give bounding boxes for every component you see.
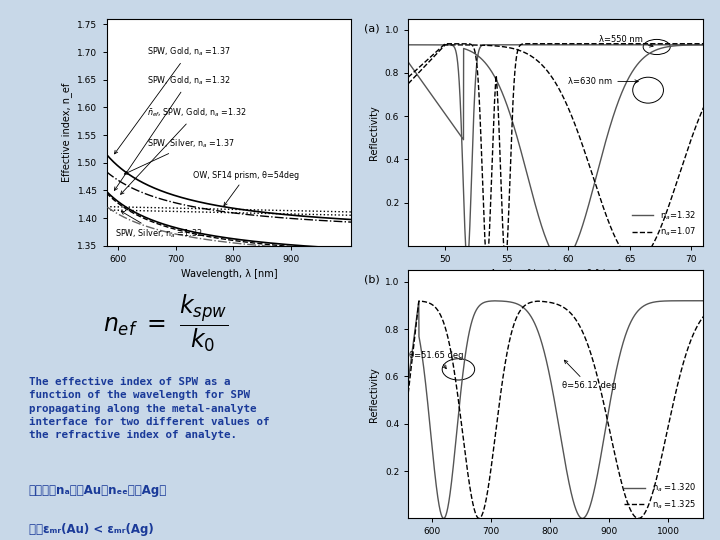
Text: $\bar{n}_{ef}$, SPW, Gold, n$_a$ =1.32: $\bar{n}_{ef}$, SPW, Gold, n$_a$ =1.32: [121, 107, 246, 194]
Text: λ=550 nm: λ=550 nm: [599, 35, 653, 47]
Text: θ=51.65 deg: θ=51.65 deg: [410, 350, 464, 369]
Y-axis label: Effective index, n_ef: Effective index, n_ef: [61, 83, 72, 182]
Text: SPW, Silver, n$_a$ =1.32: SPW, Silver, n$_a$ =1.32: [115, 211, 203, 240]
Text: 因為εₘᵣ(Au) < εₘᵣ(Ag): 因為εₘᵣ(Au) < εₘᵣ(Ag): [29, 523, 153, 536]
Text: λ=630 nm: λ=630 nm: [568, 77, 638, 86]
Text: (a): (a): [364, 23, 379, 33]
Text: $\boldsymbol{n_{ef}}\ =\ \dfrac{\boldsymbol{k_{spw}}}{\boldsymbol{k_0}}$: $\boldsymbol{n_{ef}}\ =\ \dfrac{\boldsym…: [103, 293, 228, 354]
Text: 在相同的nₐ下，Au的nₑₑ都比Ag高: 在相同的nₐ下，Au的nₑₑ都比Ag高: [29, 484, 167, 497]
Y-axis label: Reflectivity: Reflectivity: [369, 105, 379, 160]
X-axis label: Wavelength, λ [nm]: Wavelength, λ [nm]: [181, 269, 277, 279]
Text: SPW, Silver, n$_a$ =1.37: SPW, Silver, n$_a$ =1.37: [125, 137, 235, 174]
X-axis label: Angle of incidence, θ [deg]: Angle of incidence, θ [deg]: [490, 269, 621, 279]
Text: The effective index of SPW as a
function of the wavelength for SPW
propagating a: The effective index of SPW as a function…: [29, 377, 269, 440]
Legend: n$_a$ =1.320, n$_a$ =1.325: n$_a$ =1.320, n$_a$ =1.325: [621, 478, 699, 514]
Text: (b): (b): [364, 275, 379, 285]
Text: OW, SF14 prism, θ=54deg: OW, SF14 prism, θ=54deg: [193, 171, 299, 206]
Legend: n$_a$=1.32, n$_a$=1.07: n$_a$=1.32, n$_a$=1.07: [629, 206, 699, 241]
Text: SPW, Gold, n$_a$ =1.32: SPW, Gold, n$_a$ =1.32: [114, 75, 230, 191]
Text: θ=56.12 deg: θ=56.12 deg: [562, 360, 616, 390]
Y-axis label: Reflectivity: Reflectivity: [369, 367, 379, 422]
Text: SPW, Gold, n$_a$ =1.37: SPW, Gold, n$_a$ =1.37: [114, 46, 230, 154]
